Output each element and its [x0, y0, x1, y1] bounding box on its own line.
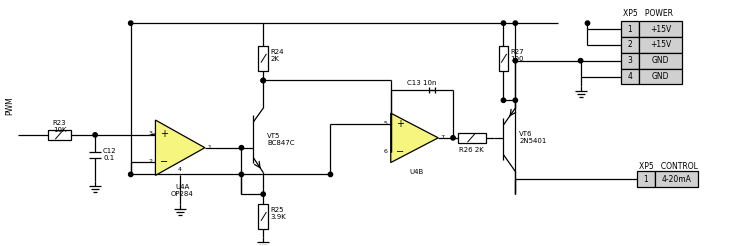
Bar: [639, 21, 682, 37]
Text: 5: 5: [384, 122, 388, 126]
Bar: [458, 133, 486, 143]
Bar: [639, 37, 682, 53]
Text: 2: 2: [628, 40, 632, 49]
Text: GND: GND: [652, 56, 669, 65]
Text: XP5   CONTROL: XP5 CONTROL: [639, 162, 698, 170]
Circle shape: [93, 133, 97, 137]
Text: +15V: +15V: [650, 25, 671, 33]
Text: 7: 7: [440, 135, 444, 140]
Bar: [621, 69, 639, 84]
Bar: [621, 37, 639, 53]
Circle shape: [585, 21, 590, 25]
Circle shape: [261, 78, 265, 83]
Text: −: −: [396, 147, 404, 157]
Text: 4: 4: [628, 72, 632, 81]
Circle shape: [328, 172, 332, 177]
Text: 1: 1: [628, 25, 632, 33]
Text: 2: 2: [148, 159, 153, 164]
Text: C13 10n: C13 10n: [407, 80, 436, 87]
Text: 3: 3: [628, 56, 632, 65]
Bar: [48, 130, 71, 140]
Bar: [258, 204, 268, 229]
Text: R27
100: R27 100: [511, 49, 524, 62]
Text: XP5   POWER: XP5 POWER: [623, 9, 673, 18]
Circle shape: [261, 78, 265, 83]
Bar: [621, 21, 639, 37]
Text: C12
0.1: C12 0.1: [103, 148, 116, 161]
Circle shape: [240, 146, 244, 150]
Bar: [621, 53, 639, 69]
Text: +: +: [396, 119, 404, 129]
Text: +15V: +15V: [650, 40, 671, 49]
Text: R23
10K: R23 10K: [53, 120, 66, 133]
Text: 3: 3: [148, 131, 153, 136]
Circle shape: [128, 172, 133, 177]
Text: U4A
OP284: U4A OP284: [171, 184, 194, 197]
Bar: [639, 69, 682, 84]
Text: R25
3.9K: R25 3.9K: [270, 207, 286, 220]
Polygon shape: [391, 113, 439, 163]
Text: R24
2K: R24 2K: [270, 49, 284, 62]
Text: GND: GND: [652, 72, 669, 81]
Text: PWM: PWM: [6, 96, 15, 115]
Circle shape: [579, 59, 583, 63]
Text: R26 2K: R26 2K: [459, 147, 484, 153]
Polygon shape: [156, 120, 205, 175]
Bar: [639, 53, 682, 69]
Text: VT5
BC847C: VT5 BC847C: [267, 133, 295, 146]
Circle shape: [451, 136, 455, 140]
Text: −: −: [161, 156, 169, 167]
Text: 4: 4: [178, 168, 182, 172]
Circle shape: [513, 59, 517, 63]
Text: 6: 6: [384, 149, 388, 154]
Text: VT6
2N5401: VT6 2N5401: [520, 131, 547, 144]
Text: 4-20mA: 4-20mA: [662, 175, 691, 184]
Circle shape: [261, 192, 265, 196]
Bar: [654, 171, 698, 187]
Bar: [258, 46, 268, 71]
Bar: [498, 46, 509, 71]
Circle shape: [513, 98, 517, 102]
Text: U4B: U4B: [409, 169, 424, 175]
Circle shape: [128, 21, 133, 25]
Circle shape: [513, 21, 517, 25]
Text: 1: 1: [643, 175, 649, 184]
Bar: [637, 171, 654, 187]
Circle shape: [240, 172, 244, 177]
Text: +: +: [161, 129, 168, 139]
Circle shape: [501, 98, 506, 102]
Text: 1: 1: [207, 145, 211, 150]
Circle shape: [501, 21, 506, 25]
